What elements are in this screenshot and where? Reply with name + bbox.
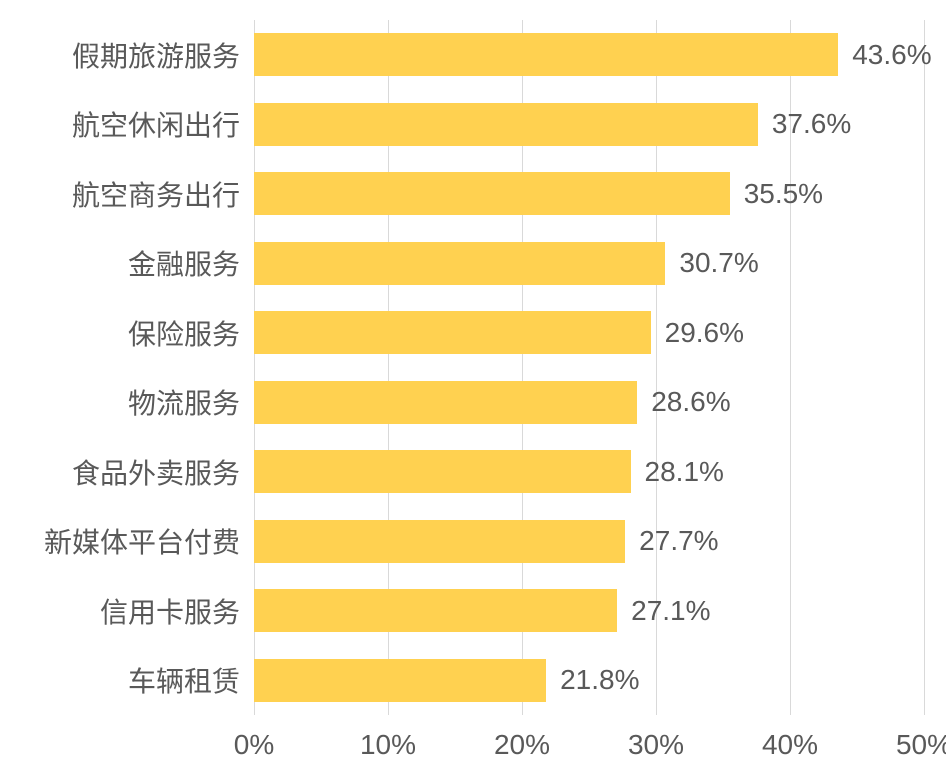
bar [254,103,758,146]
category-label: 车辆租赁 [128,660,240,700]
value-label: 28.6% [651,386,730,418]
category-label: 航空商务出行 [72,174,240,214]
bar-row: 35.5% [254,172,924,215]
category-label: 假期旅游服务 [72,35,240,75]
x-tick-label: 0% [234,729,274,761]
bar-row: 27.1% [254,589,924,632]
category-label: 航空休闲出行 [72,104,240,144]
category-label: 新媒体平台付费 [44,521,240,561]
bar [254,520,625,563]
bar [254,659,546,702]
bar [254,242,665,285]
value-label: 27.7% [639,525,718,557]
x-tick-label: 50% [896,729,946,761]
bar-row: 30.7% [254,242,924,285]
x-tick-label: 20% [494,729,550,761]
value-label: 43.6% [852,39,931,71]
bar-row: 37.6% [254,103,924,146]
bar [254,381,637,424]
plot-area: 43.6% 37.6% 35.5% 30.7% 29.6% 28.6% 28.1% 27.7%… [254,20,924,715]
category-label: 物流服务 [128,382,240,422]
value-label: 37.6% [772,108,851,140]
chart-container: 43.6% 37.6% 35.5% 30.7% 29.6% 28.6% 28.1% 27.7%… [0,0,946,784]
bar-row: 28.1% [254,450,924,493]
bar-row: 27.7% [254,520,924,563]
value-label: 29.6% [665,317,744,349]
gridline [924,20,925,715]
value-label: 27.1% [631,595,710,627]
category-label: 金融服务 [128,243,240,283]
bar [254,172,730,215]
value-label: 21.8% [560,664,639,696]
bar [254,311,651,354]
value-label: 35.5% [744,178,823,210]
category-label: 保险服务 [128,313,240,353]
value-label: 28.1% [645,456,724,488]
value-label: 30.7% [679,247,758,279]
bar [254,589,617,632]
bar-row: 21.8% [254,659,924,702]
category-label: 信用卡服务 [100,591,240,631]
x-tick-label: 10% [360,729,416,761]
category-label: 食品外卖服务 [72,452,240,492]
bar-row: 29.6% [254,311,924,354]
bar-row: 28.6% [254,381,924,424]
x-tick-label: 40% [762,729,818,761]
bar-row: 43.6% [254,33,924,76]
bar [254,450,631,493]
x-tick-label: 30% [628,729,684,761]
bar [254,33,838,76]
